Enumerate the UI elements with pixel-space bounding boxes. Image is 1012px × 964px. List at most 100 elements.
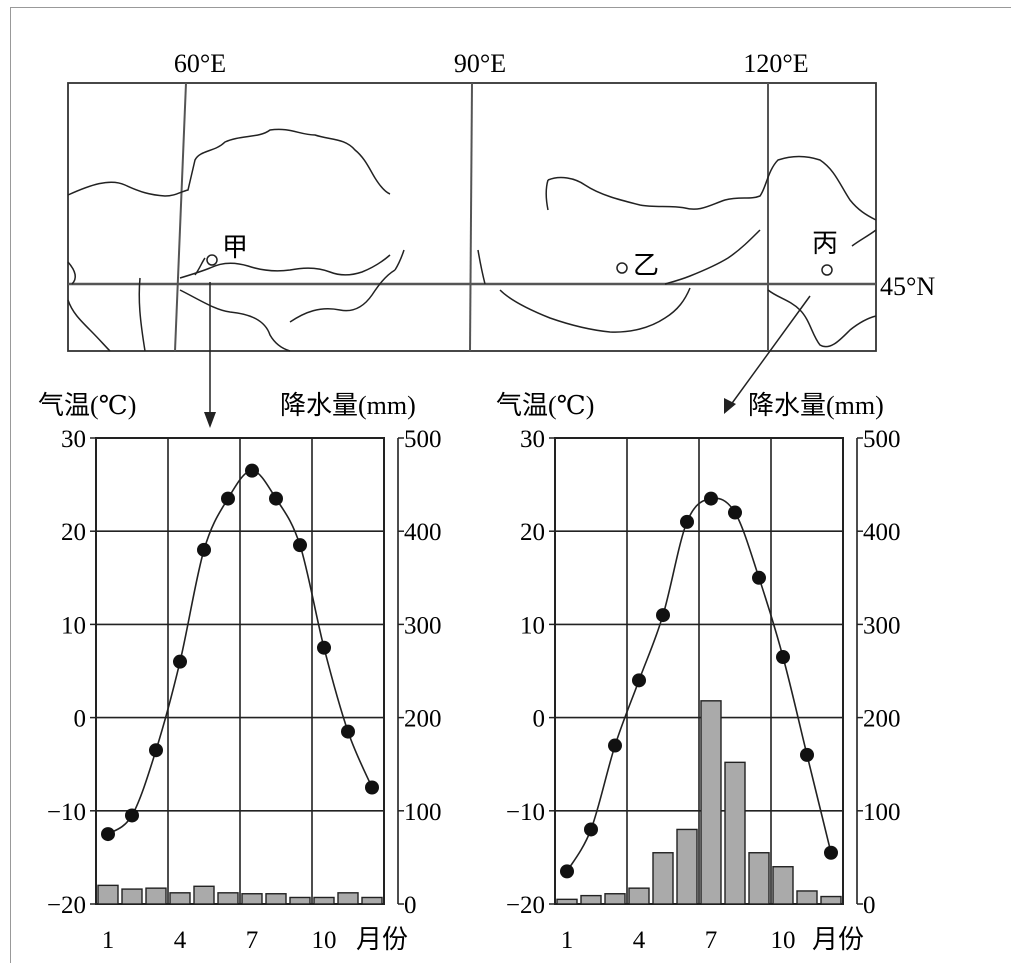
y-right-tick-label: 100 [404, 799, 442, 826]
precipitation-bar [337, 892, 359, 905]
y-right-tick-label: 500 [404, 426, 442, 453]
y-left-tick-label: −10 [506, 799, 545, 826]
temperature-point [560, 864, 574, 879]
precipitation-bar [145, 887, 167, 905]
temperature-point [269, 491, 283, 506]
precipitation-bar [724, 761, 746, 905]
chart-jia-left-ticks: 30 20 10 0 −10 −20 [47, 426, 96, 919]
y-right-tick-label: 500 [863, 426, 901, 453]
chart-jia-right-ticks: 500 400 300 200 100 0 [397, 426, 442, 919]
map-boundaries [67, 128, 877, 352]
x-tick-label: 10 [312, 927, 337, 954]
meridian-90e [469, 82, 473, 352]
y-left-tick-label: 30 [520, 426, 545, 453]
y-right-tick-label: 100 [863, 799, 901, 826]
chart-bing-temperature-points [560, 491, 838, 879]
chart-jia-bars [97, 884, 383, 905]
longitude-label-90e: 90°E [454, 49, 506, 78]
y-left-tick-label: 0 [533, 706, 546, 733]
longitude-label-60e: 60°E [174, 49, 226, 78]
y-left-tick-label: 10 [520, 612, 545, 639]
x-tick-label: 7 [246, 927, 259, 954]
x-tick-label: 10 [771, 927, 796, 954]
precipitation-bar [604, 893, 626, 905]
y-right-tick-label: 400 [404, 519, 442, 546]
precipitation-bar [652, 852, 674, 905]
x-tick-label: 4 [633, 927, 646, 954]
temperature-point [341, 724, 355, 739]
chart-jia-grid [95, 437, 385, 905]
y-right-tick-label: 400 [863, 519, 901, 546]
temperature-point [680, 514, 694, 529]
precipitation-bar [700, 700, 722, 905]
precipitation-bar [217, 892, 239, 905]
map: 甲 乙 丙 60°E 90°E 120°E 45°N [67, 49, 935, 428]
y-left-tick-label: 0 [74, 706, 87, 733]
precipitation-bar [361, 896, 383, 905]
temperature-point [365, 780, 379, 795]
place-marker-bing [821, 264, 833, 276]
precipitation-bar [820, 895, 842, 905]
precipitation-bar [580, 894, 602, 905]
y-left-tick-label: 10 [61, 612, 86, 639]
temperature-point [704, 491, 718, 506]
chart-bing-grid [554, 437, 844, 905]
temperature-point [149, 743, 163, 758]
x-tick-label: 1 [561, 927, 574, 954]
temperature-point [824, 845, 838, 860]
longitude-label-120e: 120°E [743, 49, 808, 78]
y-right-tick-label: 300 [863, 612, 901, 639]
precipitation-bar [169, 892, 191, 905]
chart-bing-ylabel-right: 降水量(mm) [748, 391, 884, 420]
precipitation-bar [796, 890, 818, 905]
chart-jia-ylabel-right: 降水量(mm) [280, 391, 416, 420]
precipitation-bar [97, 884, 119, 905]
x-tick-label: 1 [102, 927, 115, 954]
arrow-jia-head [204, 412, 216, 428]
chart-jia-xlabel: 月份 [356, 925, 408, 954]
temperature-point [221, 491, 235, 506]
chart-bing-bars [556, 700, 842, 905]
temperature-point [125, 808, 139, 823]
temperature-point [197, 542, 211, 557]
temperature-point [584, 822, 598, 837]
y-left-tick-label: 20 [520, 519, 545, 546]
precipitation-bar [556, 898, 578, 905]
chart-bing-right-ticks: 500 400 300 200 100 0 [856, 426, 901, 919]
temperature-point [656, 608, 670, 623]
precipitation-bar [121, 888, 143, 905]
temperature-point [245, 463, 259, 478]
x-tick-label: 4 [174, 927, 187, 954]
precipitation-bar [748, 852, 770, 905]
place-label-bing: 丙 [812, 229, 838, 258]
temperature-point [317, 640, 331, 655]
temperature-point [728, 505, 742, 520]
chart-jia-x-ticks: 1 4 7 10 [102, 927, 337, 954]
precipitation-bar [193, 885, 215, 905]
temperature-point [752, 570, 766, 585]
y-right-tick-label: 200 [863, 706, 901, 733]
meridian-60e [174, 82, 187, 352]
place-marker-jia [206, 254, 218, 266]
temperature-point [800, 747, 814, 762]
y-left-tick-label: −10 [47, 799, 86, 826]
y-left-tick-label: 30 [61, 426, 86, 453]
precipitation-bar [628, 887, 650, 905]
y-right-tick-label: 0 [404, 892, 417, 919]
chart-bing-xlabel: 月份 [812, 925, 864, 954]
precipitation-bar [241, 893, 263, 905]
arrow-bing-head [724, 398, 736, 414]
chart-jia-ylabel-left: 气温(℃) [38, 391, 136, 420]
temperature-point [608, 738, 622, 753]
place-label-yi: 乙 [633, 251, 659, 280]
y-right-tick-label: 0 [863, 892, 876, 919]
chart-bing-left-ticks: 30 20 10 0 −10 −20 [506, 426, 555, 919]
y-right-tick-label: 200 [404, 706, 442, 733]
chart-bing-ylabel-left: 气温(℃) [496, 391, 594, 420]
arrow-bing-line [729, 295, 811, 407]
temperature-point [293, 538, 307, 553]
precipitation-bar [676, 828, 698, 905]
chart-jia-temperature-points [101, 463, 379, 842]
